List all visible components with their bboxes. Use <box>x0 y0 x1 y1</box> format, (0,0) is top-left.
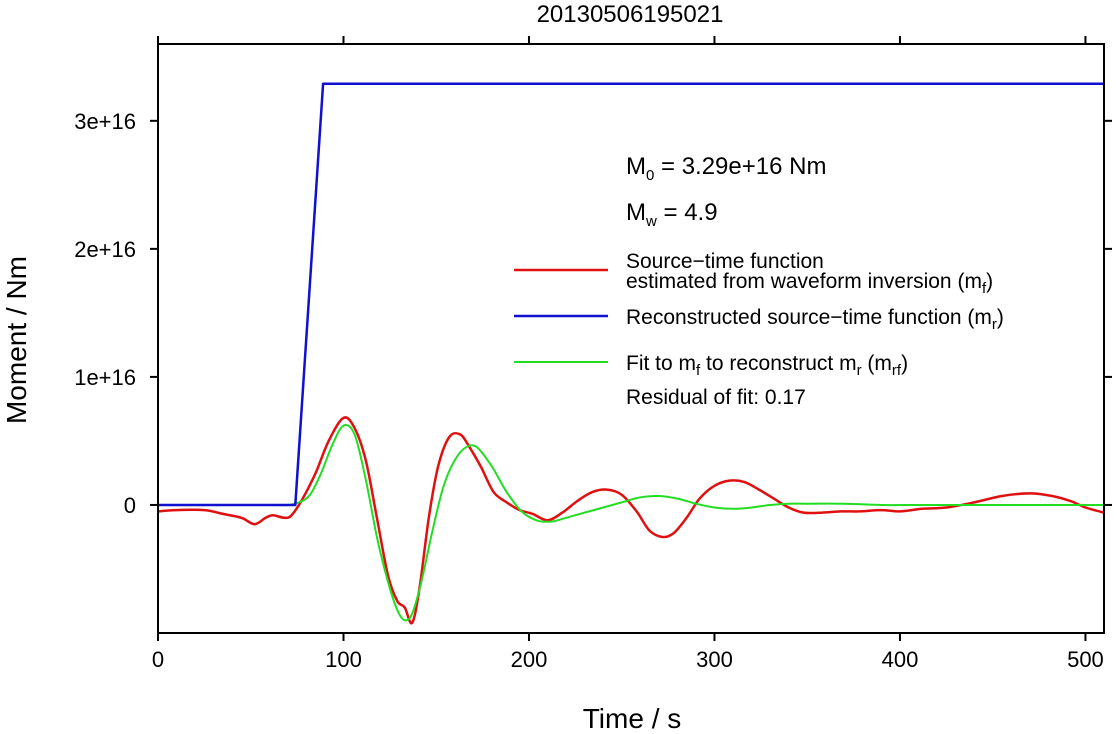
x-tick-label: 100 <box>325 647 362 672</box>
legend-label-fit-p2: to reconstruct m <box>700 352 856 375</box>
legend-label-source-time-subscript: f <box>982 280 987 297</box>
series-line-reconstructed <box>158 82 1104 507</box>
y-tick-label: 2e+16 <box>74 237 136 262</box>
legend-label-source-time-end: ) <box>986 270 993 293</box>
legend-label-fit-p3: (m <box>862 352 892 375</box>
series-layer <box>158 82 1104 625</box>
mw-symbol: M <box>626 199 646 226</box>
legend-label-reconstructed-end: ) <box>997 306 1004 329</box>
legend-label-source-time-line2: estimated from waveform inversion (mf) <box>626 270 993 297</box>
m0-subscript: 0 <box>646 167 654 184</box>
legend-label-fit-p4: ) <box>901 352 908 375</box>
m0-annotation: M0 = 3.29e+16 Nm <box>626 153 826 184</box>
legend: Source−time function estimated from wave… <box>514 250 1004 409</box>
legend-label-fit-s3: rf <box>892 362 902 379</box>
legend-label-reconstructed-main: Reconstructed source−time function (m <box>626 306 992 329</box>
legend-label-source-time-line1: Source−time function <box>626 250 824 273</box>
legend-label-reconstructed: Reconstructed source−time function (mr) <box>626 306 1004 333</box>
series-line-fit <box>158 424 1104 622</box>
mw-subscript: w <box>645 213 657 230</box>
y-tick-label: 3e+16 <box>74 109 136 134</box>
m0-symbol: M <box>626 153 646 180</box>
legend-label-fit: Fit to mf to reconstruct mr (mrf) <box>626 352 908 379</box>
residual-annotation: Residual of fit: 0.17 <box>626 386 806 409</box>
mw-annotation: Mw = 4.9 <box>626 199 718 230</box>
legend-label-reconstructed-subscript: r <box>992 316 997 333</box>
plot-frame <box>157 43 1105 634</box>
x-tick-label: 200 <box>511 647 548 672</box>
legend-label-source-time-line2-main: estimated from waveform inversion (m <box>626 270 982 293</box>
m0-value: = 3.29e+16 Nm <box>654 153 826 180</box>
series-line-source-time <box>158 416 1104 625</box>
ticks-layer: 0 100 200 300 400 500 0 1e+16 2e+16 3e+16 <box>74 36 1112 672</box>
y-tick-label: 1e+16 <box>74 365 136 390</box>
y-axis-title: Moment / Nm <box>1 256 32 424</box>
legend-label-fit-p1: Fit to m <box>626 352 696 375</box>
x-tick-label: 300 <box>696 647 733 672</box>
x-tick-label: 0 <box>152 647 164 672</box>
legend-label-fit-s1: f <box>696 362 701 379</box>
chart-title: 20130506195021 <box>537 1 724 28</box>
legend-label-fit-s2: r <box>857 362 862 379</box>
x-axis-title: Time / s <box>583 703 682 734</box>
mw-value: = 4.9 <box>657 199 718 226</box>
y-tick-label: 0 <box>124 493 136 518</box>
x-tick-label: 500 <box>1067 647 1104 672</box>
x-tick-label: 400 <box>882 647 919 672</box>
